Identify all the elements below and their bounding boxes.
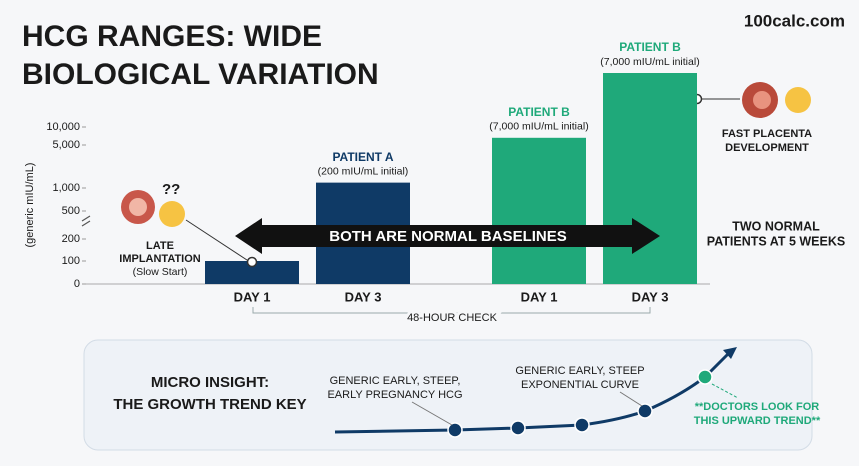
leader xyxy=(185,219,251,263)
annotation: LATE xyxy=(146,240,174,252)
y-tick-label: 10,000 xyxy=(46,121,80,133)
insight-note: GENERIC EARLY, STEEP xyxy=(515,365,644,377)
bar-label: PATIENT B xyxy=(508,105,570,119)
y-tick-label: 0 xyxy=(74,278,80,290)
x-tick-label: DAY 3 xyxy=(345,289,382,304)
arrow-label: BOTH ARE NORMAL BASELINES xyxy=(329,228,567,245)
annotation: DEVELOPMENT xyxy=(725,142,809,154)
x-tick-label: DAY 1 xyxy=(521,289,558,304)
annotation: TWO NORMAL xyxy=(732,219,820,233)
annotation: (Slow Start) xyxy=(133,266,188,278)
insight-note: THIS UPWARD TREND** xyxy=(694,415,821,427)
bar-label: PATIENT B xyxy=(619,40,681,54)
insight-note: **DOCTORS LOOK FOR xyxy=(695,401,820,413)
bracket-label: 48-HOUR CHECK xyxy=(407,312,498,324)
bars xyxy=(205,73,697,284)
x-tick-label: DAY 1 xyxy=(234,289,271,304)
axis-break xyxy=(81,215,91,227)
bar xyxy=(205,261,299,284)
chart-title: BIOLOGICAL VARIATION xyxy=(22,58,379,91)
leader-dot xyxy=(246,256,258,268)
bracket xyxy=(252,307,651,314)
insight-note: EARLY PREGNANCY HCG xyxy=(327,389,462,401)
double-arrow xyxy=(235,218,660,254)
trend-nodes xyxy=(447,369,713,438)
brand: 100calc.com xyxy=(744,11,845,30)
bar-label: PATIENT A xyxy=(332,150,393,164)
insight-panel xyxy=(83,339,813,451)
insight-note: GENERIC EARLY, STEEP, xyxy=(330,375,461,387)
y-axis-label: (generic mIU/mL) xyxy=(24,163,36,248)
insight-title: THE GROWTH TREND KEY xyxy=(113,396,306,413)
leader xyxy=(619,391,643,407)
y-tick-label: 5,000 xyxy=(52,139,80,151)
bar xyxy=(603,73,697,284)
annotation: PATIENTS AT 5 WEEKS xyxy=(707,234,845,248)
leader xyxy=(411,401,453,426)
y-tick-label: 100 xyxy=(62,255,80,267)
x-tick-label: DAY 3 xyxy=(632,289,669,304)
svg-text:??: ?? xyxy=(162,181,180,198)
bar-note: (7,000 mIU/mL initial) xyxy=(600,56,699,68)
chart-title: HCG RANGES: WIDE xyxy=(22,20,322,53)
y-tick-label: 200 xyxy=(62,233,80,245)
y-tick-label: 1,000 xyxy=(52,182,80,194)
annotation: IMPLANTATION xyxy=(119,253,201,265)
icon-fast xyxy=(742,82,811,118)
bar-note: (200 mIU/mL initial) xyxy=(318,165,409,177)
trend-arrowhead xyxy=(723,347,737,359)
annotation: FAST PLACENTA xyxy=(722,128,812,140)
insight-note: EXPONENTIAL CURVE xyxy=(521,379,639,391)
icon-late: ?? xyxy=(121,181,185,227)
y-tick-label: 500 xyxy=(62,205,80,217)
overlay: BOTH ARE NORMAL BASELINES xyxy=(235,218,660,268)
bar-note: (7,000 mIU/mL initial) xyxy=(489,121,588,133)
bar xyxy=(492,137,586,284)
insight-title: MICRO INSIGHT: xyxy=(151,374,269,391)
